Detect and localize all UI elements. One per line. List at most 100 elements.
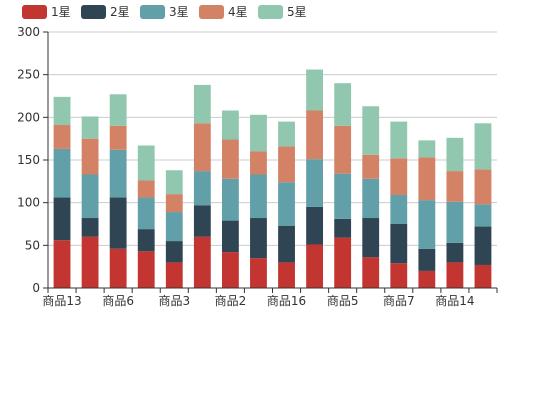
legend-item-5star[interactable]: 5星 — [258, 5, 307, 19]
bar-4star-4 — [165, 194, 183, 213]
bar-1star-3 — [137, 251, 155, 288]
legend-swatch-4star — [199, 5, 224, 19]
bar-3star-12 — [390, 194, 408, 224]
bar-2star-5 — [193, 205, 211, 237]
bar-4star-3 — [137, 180, 155, 198]
y-tick-label-50: 50 — [25, 238, 40, 252]
bar-4star-5 — [193, 123, 211, 172]
bar-5star-11 — [362, 106, 380, 155]
bar-5star-15 — [474, 123, 492, 170]
x-tick-label-3: 商品2 — [215, 293, 247, 308]
bar-3star-2 — [109, 149, 127, 198]
bar-5star-14 — [446, 137, 464, 172]
x-tick-label-5: 商品5 — [327, 293, 359, 308]
bar-3star-3 — [137, 197, 155, 230]
bar-3star-8 — [278, 182, 295, 226]
bar-1star-10 — [334, 237, 352, 288]
bar-5star-3 — [137, 145, 155, 181]
bar-1star-7 — [250, 258, 267, 288]
x-tick-label-2: 商品3 — [158, 293, 190, 308]
bar-1star-13 — [418, 270, 436, 288]
bar-5star-13 — [418, 140, 436, 158]
x-tick-label-1: 商品6 — [102, 293, 134, 308]
bar-5star-9 — [306, 69, 324, 111]
bar-5star-5 — [193, 84, 211, 124]
y-tick-label-200: 200 — [17, 110, 40, 124]
bar-5star-12 — [390, 121, 408, 159]
bar-1star-0 — [53, 240, 71, 288]
bar-2star-3 — [137, 229, 155, 252]
bar-1star-5 — [193, 236, 211, 288]
bar-4star-1 — [81, 138, 99, 175]
x-tick-label-0: 商品13 — [42, 293, 81, 308]
bar-4star-14 — [446, 171, 464, 202]
legend-label-5star: 5星 — [287, 5, 307, 19]
y-tick-label-0: 0 — [32, 281, 40, 295]
bar-3star-14 — [446, 201, 464, 243]
legend-label-2star: 2星 — [110, 5, 130, 19]
bar-3star-10 — [334, 173, 352, 219]
bar-1star-2 — [109, 248, 127, 288]
y-tick-label-300: 300 — [17, 25, 40, 39]
bar-3star-13 — [418, 200, 436, 249]
bar-4star-8 — [278, 146, 295, 183]
bar-5star-0 — [53, 96, 71, 126]
bar-3star-0 — [53, 148, 71, 198]
legend-item-4star[interactable]: 4星 — [199, 5, 248, 19]
x-tick-label-6: 商品7 — [383, 293, 415, 308]
bar-5star-7 — [250, 114, 267, 152]
bar-2star-12 — [390, 224, 408, 264]
bar-3star-7 — [250, 174, 267, 219]
bar-1star-11 — [362, 257, 380, 288]
bar-2star-0 — [53, 197, 71, 241]
bar-2star-6 — [221, 220, 239, 253]
bar-4star-6 — [221, 139, 239, 179]
bar-2star-1 — [81, 218, 99, 237]
bar-1star-6 — [221, 252, 239, 288]
bar-2star-10 — [334, 218, 352, 238]
legend-swatch-5star — [258, 5, 283, 19]
bar-5star-2 — [109, 94, 127, 126]
legend-swatch-2star — [81, 5, 106, 19]
bar-3star-9 — [306, 159, 324, 207]
bar-1star-15 — [474, 264, 492, 288]
bar-1star-8 — [278, 262, 295, 288]
y-tick-label-250: 250 — [17, 68, 40, 82]
bar-2star-2 — [109, 197, 127, 249]
legend-label-3star: 3星 — [169, 5, 189, 19]
legend-label-1star: 1星 — [51, 5, 71, 19]
bar-5star-1 — [81, 116, 99, 139]
legend-item-2star[interactable]: 2星 — [81, 5, 130, 19]
bar-3star-1 — [81, 174, 99, 219]
bar-2star-8 — [278, 225, 295, 263]
bar-4star-11 — [362, 154, 380, 179]
legend-label-4star: 4星 — [228, 5, 248, 19]
bar-1star-14 — [446, 262, 464, 288]
bar-2star-9 — [306, 206, 324, 245]
bar-3star-6 — [221, 178, 239, 221]
bar-2star-15 — [474, 226, 492, 265]
x-tick-label-4: 商品16 — [267, 293, 306, 308]
bar-5star-8 — [278, 121, 295, 147]
bar-5star-6 — [221, 110, 239, 140]
bar-5star-10 — [334, 83, 352, 126]
bar-4star-2 — [109, 125, 127, 150]
bar-2star-13 — [418, 248, 436, 271]
bar-1star-9 — [306, 244, 324, 288]
y-tick-label-100: 100 — [17, 196, 40, 210]
bar-2star-14 — [446, 242, 464, 263]
legend-item-3star[interactable]: 3星 — [140, 5, 189, 19]
bar-1star-1 — [81, 236, 99, 288]
bar-4star-12 — [390, 158, 408, 195]
legend-item-1star[interactable]: 1星 — [22, 5, 71, 19]
bar-5star-4 — [165, 170, 183, 195]
bar-1star-4 — [165, 262, 183, 288]
bar-3star-5 — [193, 171, 211, 206]
legend-swatch-1star — [22, 5, 47, 19]
bar-3star-4 — [165, 212, 183, 242]
bar-4star-9 — [306, 110, 324, 160]
bar-2star-4 — [165, 241, 183, 263]
bar-1star-12 — [390, 263, 408, 288]
